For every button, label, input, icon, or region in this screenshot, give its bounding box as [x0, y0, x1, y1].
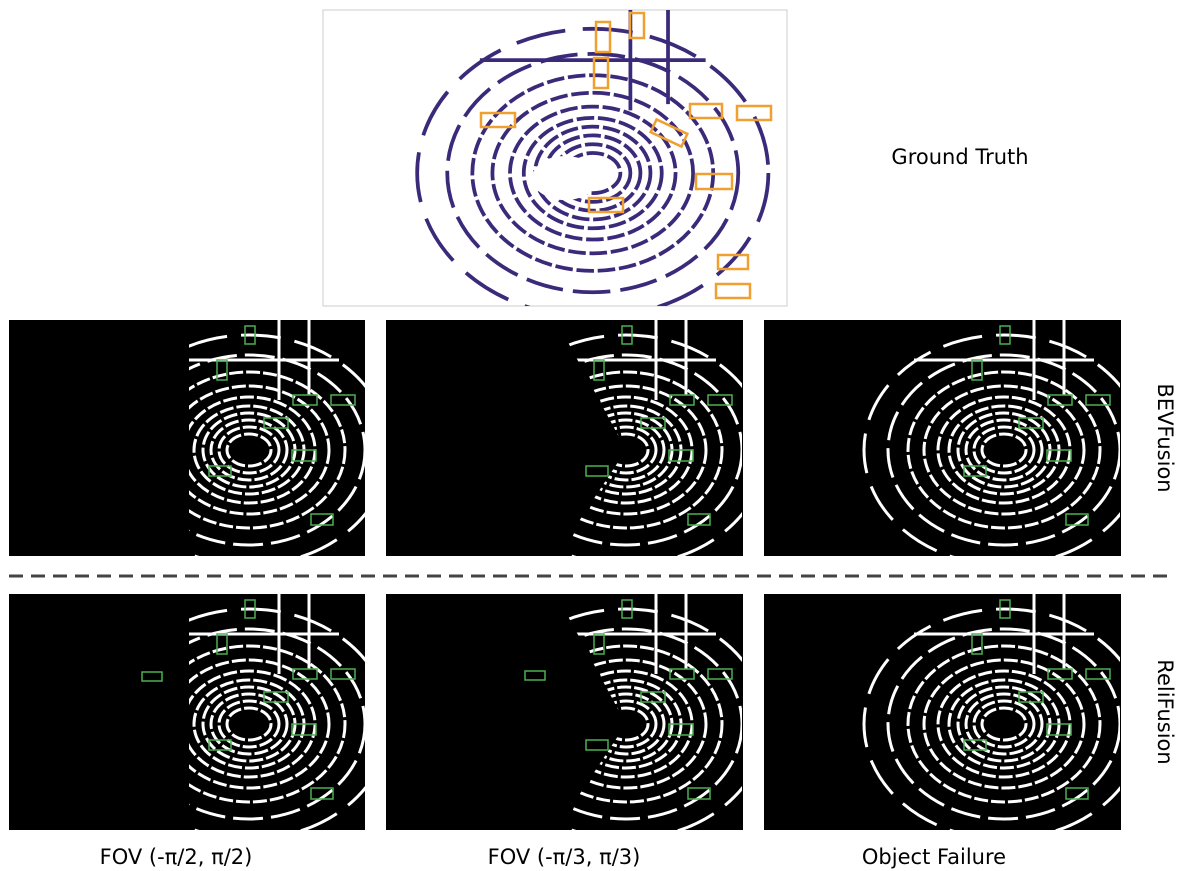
bevfusion-row	[9, 320, 1144, 565]
top-label: Ground Truth	[891, 145, 1028, 169]
row-label: BEVFusion	[1153, 383, 1177, 492]
column-label: FOV (-π/3, π/3)	[488, 845, 641, 869]
figure: Ground Truth BEVFusion ReliFusion FOV (-…	[0, 0, 1184, 871]
relifusion-row	[9, 594, 1144, 839]
ground-truth-panel	[323, 10, 787, 317]
column-label: Object Failure	[862, 845, 1006, 869]
row-label: ReliFusion	[1153, 659, 1177, 764]
column-label: FOV (-π/2, π/2)	[100, 845, 253, 869]
